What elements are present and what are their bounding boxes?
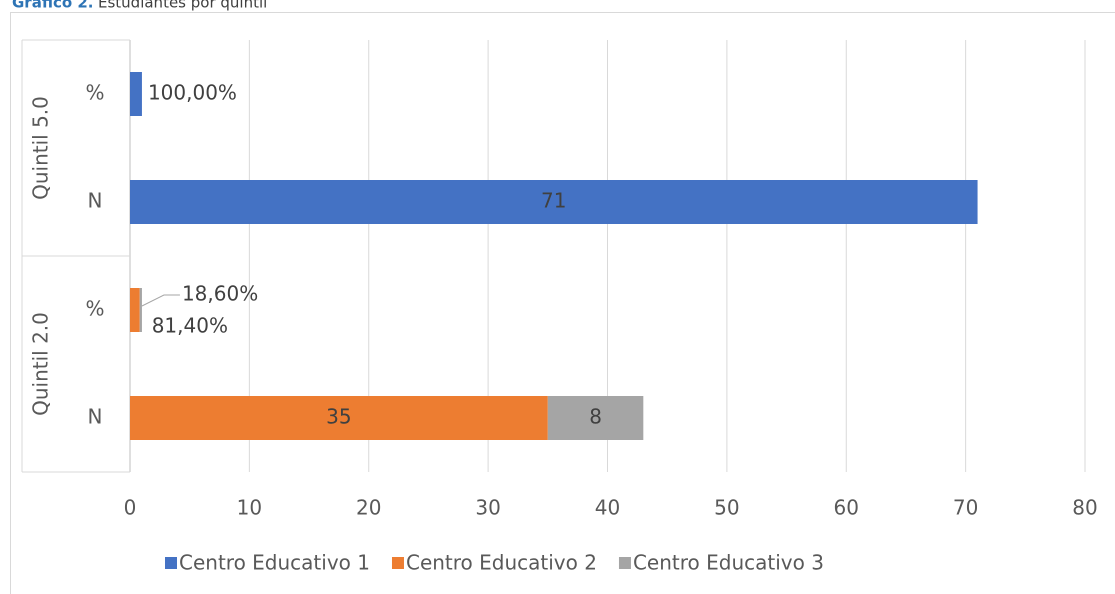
x-tick-label: 70 [953, 496, 978, 520]
y-tick-label: N [88, 189, 103, 213]
legend-swatch [618, 557, 631, 569]
y-tick-label: N [88, 405, 103, 429]
x-tick-label: 80 [1072, 496, 1097, 520]
data-label: 8 [589, 405, 602, 429]
x-tick-label: 20 [356, 496, 381, 520]
chart-title: Estudiantes por quintil [98, 0, 267, 12]
x-tick-label: 30 [475, 496, 500, 520]
x-tick-label: 0 [124, 496, 137, 520]
data-label: 35 [326, 405, 351, 429]
y-tick-label: % [85, 81, 104, 105]
data-label: 71 [541, 189, 566, 213]
leader-line [141, 294, 180, 307]
group-label: Quintil 5.0 [29, 96, 53, 200]
legend-label: Centro Educativo 3 [633, 551, 824, 575]
x-tick-label: 40 [595, 496, 620, 520]
x-tick-label: 60 [834, 496, 859, 520]
bar-segment [130, 72, 142, 116]
bar-segment [130, 396, 548, 440]
legend-swatch [391, 557, 404, 569]
y-tick-label: % [85, 297, 104, 321]
bar-segment [547, 396, 644, 440]
data-label: 81,40% [152, 314, 228, 338]
chart-title-label: Gráfico 2. [12, 0, 94, 12]
legend-label: Centro Educativo 2 [406, 551, 597, 575]
group-label: Quintil 2.0 [29, 312, 53, 416]
bar-segment [130, 180, 978, 224]
x-tick-label: 10 [237, 496, 262, 520]
legend-swatch [165, 557, 177, 569]
bar-segment [130, 288, 140, 332]
bar-segment [139, 288, 142, 332]
data-label: 100,00% [148, 81, 237, 105]
data-label: 18,60% [182, 282, 258, 306]
chart-border [10, 12, 1115, 594]
legend-label: Centro Educativo 1 [179, 551, 370, 575]
x-tick-label: 50 [714, 496, 739, 520]
